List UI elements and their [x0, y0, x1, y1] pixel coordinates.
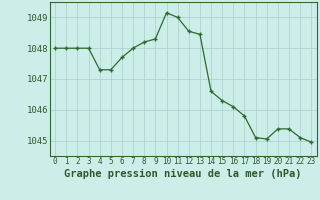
- X-axis label: Graphe pression niveau de la mer (hPa): Graphe pression niveau de la mer (hPa): [64, 169, 302, 179]
